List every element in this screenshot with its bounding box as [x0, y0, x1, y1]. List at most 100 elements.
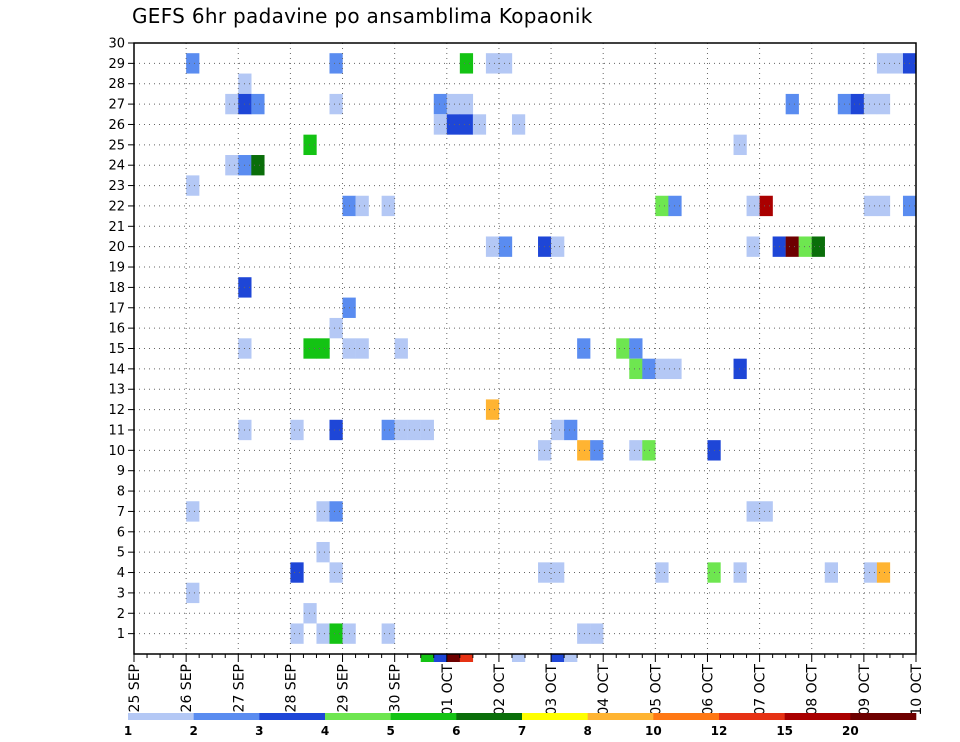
heatmap-cell [186, 501, 200, 522]
heatmap-cell [511, 654, 526, 662]
heatmap-cell [629, 358, 643, 380]
x-tick-label: 04 OCT [596, 664, 612, 716]
legend-label: 6 [452, 724, 460, 738]
heatmap-cell [564, 419, 578, 441]
x-tick-label: 09 OCT [857, 664, 873, 716]
legend-label: 4 [321, 724, 329, 738]
legend-label: 2 [189, 724, 197, 738]
heatmap-cell [798, 236, 812, 257]
heatmap-cell [303, 603, 317, 624]
heatmap-cell [733, 562, 747, 583]
y-tick-label: 20 [108, 240, 125, 255]
y-tick-label: 21 [108, 220, 125, 235]
heatmap-cell [251, 155, 265, 176]
y-tick-label: 18 [108, 281, 125, 296]
heatmap-cell [733, 358, 747, 380]
x-tick-label: 26 SEP [179, 664, 195, 712]
heatmap-cell [642, 440, 656, 461]
heatmap-cell [824, 562, 838, 583]
heatmap-cell [746, 195, 760, 217]
heatmap-cell [225, 155, 239, 176]
heatmap-cell [381, 419, 395, 441]
y-tick-label: 12 [108, 403, 125, 418]
legend-color-swatch [128, 713, 194, 720]
heatmap-cell [381, 623, 395, 644]
heatmap-cell [186, 53, 200, 74]
heatmap-cell [485, 53, 500, 74]
y-tick-label: 30 [108, 37, 125, 52]
x-tick-label: 05 OCT [648, 664, 664, 716]
heatmap-cell [394, 338, 408, 359]
heatmap-cell [746, 236, 760, 257]
y-tick-label: 22 [108, 199, 125, 214]
legend-label: 8 [583, 724, 591, 738]
legend-color-swatch [259, 713, 326, 720]
heatmap-cell [316, 501, 330, 522]
heatmap-cell [381, 195, 395, 217]
x-tick-label: 28 SEP [283, 664, 299, 712]
legend-color-swatch [784, 713, 851, 720]
heatmap-cell [446, 93, 461, 115]
legend-color-swatch [587, 713, 654, 720]
legend-label: 1 [124, 724, 132, 738]
y-tick-label: 5 [117, 546, 125, 561]
legend-color-swatch [522, 713, 588, 720]
heatmap-cell [329, 623, 343, 644]
y-tick-label: 17 [108, 301, 125, 316]
heatmap-cell [577, 440, 591, 461]
y-tick-label: 29 [108, 57, 125, 72]
y-tick-label: 3 [117, 586, 125, 601]
heatmap-cell [225, 93, 239, 115]
heatmap-cell [316, 338, 330, 359]
heatmap-cell [420, 419, 434, 441]
x-tick-label: 01 OCT [440, 664, 456, 716]
heatmap-cell [551, 419, 565, 441]
legend-label: 10 [645, 724, 662, 738]
heatmap-cell [186, 175, 200, 196]
heatmap-cells [186, 53, 917, 662]
y-tick-label: 19 [108, 261, 125, 276]
heatmap-cell [551, 236, 565, 257]
heatmap-cell [446, 114, 461, 135]
heatmap-cell [329, 501, 343, 522]
heatmap-cell [876, 562, 891, 583]
heatmap-cell [498, 53, 513, 74]
y-tick-label: 9 [117, 464, 125, 479]
y-tick-label: 27 [108, 98, 125, 113]
legend-color-swatch [653, 713, 720, 720]
y-tick-label: 7 [117, 505, 125, 520]
x-tick-label: 08 OCT [805, 664, 821, 716]
x-tick-label: 30 SEP [388, 664, 404, 712]
x-tick-label: 25 SEP [127, 664, 143, 712]
x-tick-label: 29 SEP [336, 664, 352, 712]
heatmap-cell [316, 541, 330, 563]
heatmap-cell [459, 53, 474, 74]
heatmap-cell [655, 562, 669, 583]
heatmap-cell [329, 317, 343, 339]
heatmap-cell [355, 338, 369, 359]
y-tick-label: 23 [108, 179, 125, 194]
legend-label: 20 [842, 724, 859, 738]
heatmap-cell [629, 440, 643, 461]
legend-color-swatch [325, 713, 391, 720]
heatmap-cell [303, 338, 317, 359]
heatmap-cell [316, 623, 330, 644]
legend-label: 15 [776, 724, 793, 738]
heatmap-cell [889, 53, 904, 74]
grid-lines [133, 42, 917, 654]
heatmap-cell [485, 236, 500, 257]
heatmap-cell [577, 623, 591, 644]
x-tick-label: 27 SEP [231, 664, 247, 712]
y-tick-label: 1 [117, 627, 125, 642]
heatmap-cell [329, 93, 343, 115]
heatmap-cell [759, 501, 773, 522]
heatmap-cell [551, 654, 565, 662]
x-tick-label: 10 OCT [909, 664, 925, 716]
y-tick-label: 16 [108, 322, 125, 337]
color-legend: 1 2 3 4 5 6 7 8 10 12 15 20 [124, 713, 917, 738]
y-tick-label: 25 [108, 138, 125, 153]
x-tick-label: 07 OCT [753, 664, 769, 716]
heatmap-cell [629, 338, 643, 359]
heatmap-cell [394, 419, 408, 441]
heatmap-cell [863, 195, 878, 217]
